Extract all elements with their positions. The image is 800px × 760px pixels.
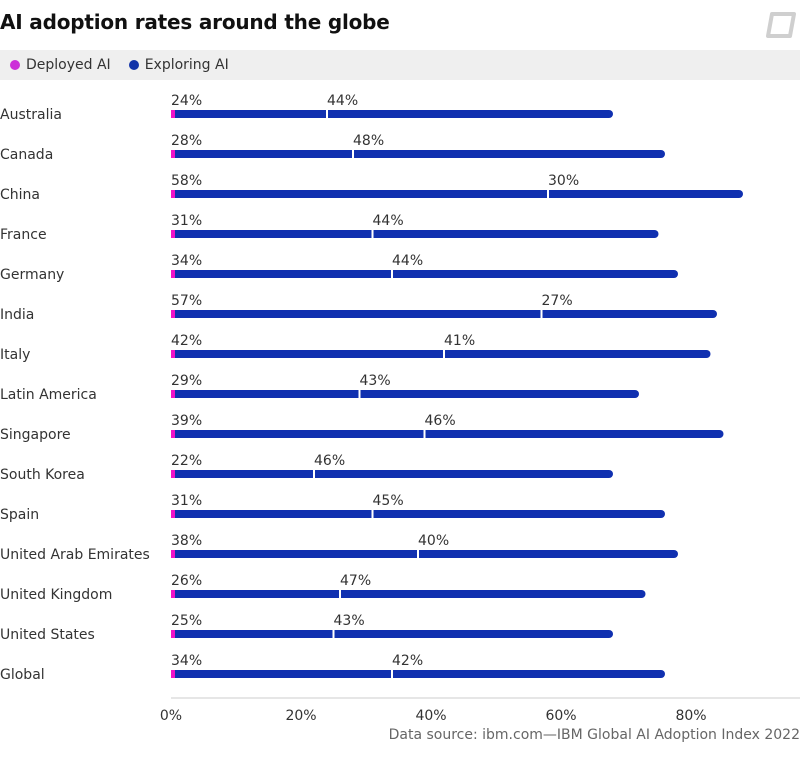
bar-deployed-cap [171, 150, 175, 158]
data-label-exploring: 43% [360, 373, 391, 389]
category-label: South Korea [0, 467, 85, 483]
x-tick-label: 0% [160, 708, 182, 724]
legend-label-deployed: Deployed AI [26, 57, 111, 73]
bar-deployed-cap [171, 550, 175, 558]
data-label-exploring: 46% [425, 413, 456, 429]
data-label-deployed: 42% [171, 333, 202, 349]
bar-separator [371, 509, 374, 519]
data-label-deployed: 38% [171, 533, 202, 549]
data-label-deployed: 31% [171, 493, 202, 509]
category-label: China [0, 187, 40, 203]
bar-separator [339, 589, 341, 599]
bar-separator [443, 349, 445, 359]
category-label: France [0, 227, 47, 243]
legend-item-exploring: Exploring AI [128, 57, 229, 73]
data-label-exploring: 44% [327, 93, 358, 109]
bar-separator [417, 549, 419, 559]
data-label-exploring: 43% [334, 613, 365, 629]
bar-deployed-cap [171, 270, 175, 278]
bar-deployed-cap [171, 190, 175, 198]
bar-separator [423, 429, 426, 439]
category-label: United Kingdom [0, 587, 112, 603]
bar-separator [540, 309, 543, 319]
bar-chart: 0% 20% 40% 60% 80% Australia 24% 44% Canada 28% 48… [0, 93, 800, 724]
chart-title: AI adoption rates around the globe [0, 10, 390, 34]
data-label-deployed: 34% [171, 653, 202, 669]
x-tick-label: 80% [675, 708, 706, 724]
bar-deployed-cap [171, 390, 175, 398]
data-label-deployed: 58% [171, 173, 202, 189]
data-label-exploring: 44% [373, 213, 404, 229]
category-label: Italy [0, 347, 30, 363]
data-label-exploring: 40% [418, 533, 449, 549]
data-label-deployed: 22% [171, 453, 202, 469]
legend-item-deployed: Deployed AI [10, 57, 111, 73]
bar-separator [391, 669, 393, 679]
data-label-exploring: 42% [392, 653, 423, 669]
x-tick-label: 60% [545, 708, 576, 724]
bar-deployed-cap [171, 310, 175, 318]
data-label-exploring: 27% [542, 293, 573, 309]
data-label-deployed: 25% [171, 613, 202, 629]
data-label-exploring: 47% [340, 573, 371, 589]
category-label: United States [0, 627, 95, 643]
bar-separator [358, 389, 361, 399]
bar-deployed-cap [171, 470, 175, 478]
category-label: Australia [0, 107, 62, 123]
data-label-deployed: 26% [171, 573, 202, 589]
category-label: Latin America [0, 387, 97, 403]
data-label-deployed: 29% [171, 373, 202, 389]
data-label-deployed: 34% [171, 253, 202, 269]
category-label: India [0, 307, 34, 323]
data-label-exploring: 44% [392, 253, 423, 269]
data-label-exploring: 41% [444, 333, 475, 349]
bar-separator [352, 149, 354, 159]
legend-dot-deployed [10, 60, 20, 70]
data-label-exploring: 48% [353, 133, 384, 149]
data-label-deployed: 24% [171, 93, 202, 109]
legend-dot-exploring [128, 60, 139, 70]
bar-deployed-cap [171, 230, 175, 238]
bar-separator [371, 229, 374, 239]
category-label: Singapore [0, 427, 71, 443]
data-source-note: Data source: ibm.com—IBM Global AI Adopt… [388, 727, 800, 743]
data-label-exploring: 30% [548, 173, 579, 189]
bar-separator [547, 189, 549, 199]
category-label: Canada [0, 147, 53, 163]
bar-deployed-cap [171, 430, 175, 438]
bar-deployed-cap [171, 670, 175, 678]
category-label: Spain [0, 507, 39, 523]
legend-label-exploring: Exploring AI [144, 57, 229, 73]
x-tick-label: 20% [285, 708, 316, 724]
bar-deployed-cap [171, 350, 175, 358]
bar-deployed-cap [171, 110, 175, 118]
bar-separator [391, 269, 393, 279]
bar-separator [326, 109, 328, 119]
brand-logo-icon [766, 12, 796, 38]
data-label-deployed: 28% [171, 133, 202, 149]
data-label-deployed: 57% [171, 293, 202, 309]
bar-deployed-cap [171, 590, 175, 598]
data-label-deployed: 31% [171, 213, 202, 229]
category-label: Global [0, 667, 45, 683]
bar-separator [313, 469, 315, 479]
bar-deployed-cap [171, 630, 175, 638]
legend: Deployed AI Exploring AI [0, 50, 800, 80]
data-label-exploring: 45% [373, 493, 404, 509]
bar-separator [332, 629, 335, 639]
data-label-deployed: 39% [171, 413, 202, 429]
category-label: Germany [0, 267, 64, 283]
data-label-exploring: 46% [314, 453, 345, 469]
bar-deployed-cap [171, 510, 175, 518]
category-label: United Arab Emirates [0, 547, 150, 563]
x-tick-label: 40% [415, 708, 446, 724]
